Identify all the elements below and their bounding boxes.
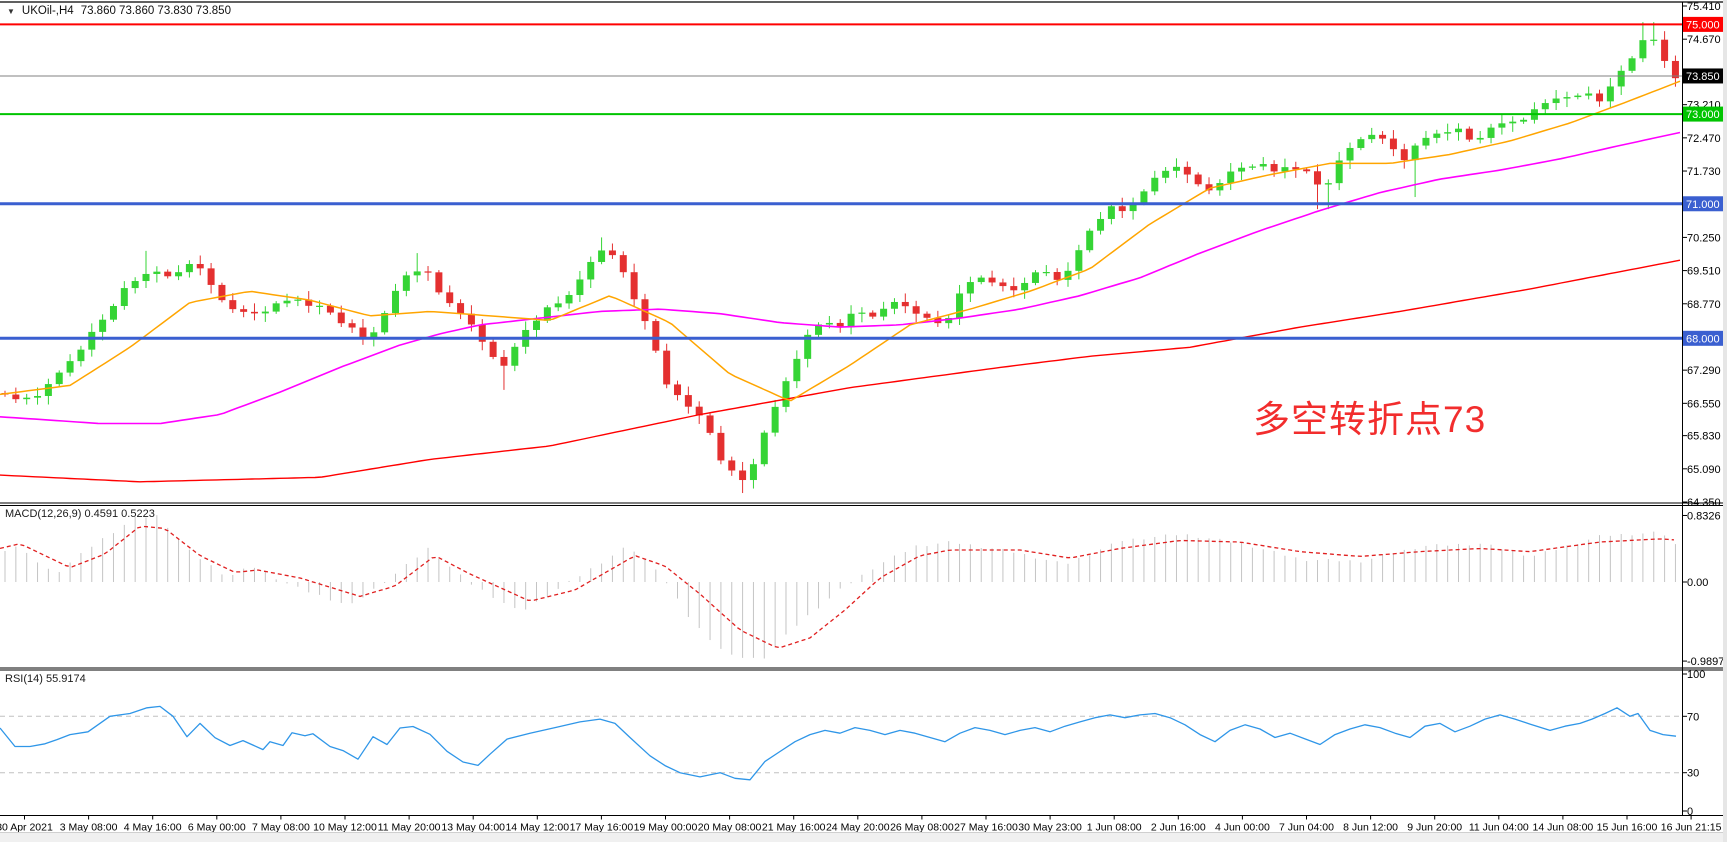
svg-text:6 May 00:00: 6 May 00:00 bbox=[188, 822, 246, 834]
macd-panel-plot[interactable]: 0.8326 0.00 -0.9897 bbox=[0, 510, 1724, 668]
symbol-ohlc-values: 73.860 73.860 73.830 73.850 bbox=[80, 5, 231, 17]
svg-text:1 Jun 08:00: 1 Jun 08:00 bbox=[1087, 822, 1142, 834]
svg-text:68.770: 68.770 bbox=[1687, 299, 1721, 311]
svg-text:71.730: 71.730 bbox=[1687, 166, 1721, 178]
svg-text:68.000: 68.000 bbox=[1686, 333, 1720, 345]
svg-text:7 May 08:00: 7 May 08:00 bbox=[252, 822, 310, 834]
svg-text:11 May 20:00: 11 May 20:00 bbox=[378, 822, 441, 834]
svg-text:0: 0 bbox=[1687, 806, 1693, 818]
svg-text:2 Jun 16:00: 2 Jun 16:00 bbox=[1151, 822, 1206, 834]
symbol-info-bar: ▼ UKOil-,H4 73.860 73.860 73.830 73.850 bbox=[7, 5, 231, 17]
svg-text:16 Jun 21:15: 16 Jun 21:15 bbox=[1661, 822, 1722, 834]
svg-text:26 May 08:00: 26 May 08:00 bbox=[890, 822, 954, 834]
svg-text:14 May 12:00: 14 May 12:00 bbox=[505, 822, 569, 834]
svg-text:30 Apr 2021: 30 Apr 2021 bbox=[0, 822, 53, 834]
price-axis[interactable]: 75.41074.67073.93073.21072.47071.73070.9… bbox=[1682, 1, 1727, 509]
svg-text:24 May 20:00: 24 May 20:00 bbox=[826, 822, 890, 834]
svg-text:75.410: 75.410 bbox=[1687, 1, 1721, 13]
svg-text:30: 30 bbox=[1687, 768, 1699, 780]
svg-text:69.510: 69.510 bbox=[1687, 266, 1721, 278]
svg-text:-0.9897: -0.9897 bbox=[1687, 656, 1724, 668]
svg-text:73.850: 73.850 bbox=[1686, 71, 1720, 83]
svg-text:11 Jun 04:00: 11 Jun 04:00 bbox=[1469, 822, 1529, 834]
svg-text:27 May 16:00: 27 May 16:00 bbox=[954, 822, 1018, 834]
svg-text:30 May 23:00: 30 May 23:00 bbox=[1018, 822, 1082, 834]
svg-text:7 Jun 04:00: 7 Jun 04:00 bbox=[1279, 822, 1334, 834]
svg-text:17 May 16:00: 17 May 16:00 bbox=[570, 822, 634, 834]
svg-text:66.550: 66.550 bbox=[1687, 398, 1721, 410]
svg-text:4 Jun 00:00: 4 Jun 00:00 bbox=[1215, 822, 1270, 834]
svg-text:70.250: 70.250 bbox=[1687, 232, 1721, 244]
svg-text:9 Jun 20:00: 9 Jun 20:00 bbox=[1407, 822, 1462, 834]
svg-text:73.000: 73.000 bbox=[1686, 109, 1720, 121]
rsi-panel-plot[interactable]: 100 70 30 0 bbox=[0, 669, 1705, 818]
symbol-name: UKOil-,H4 bbox=[21, 5, 74, 17]
svg-text:0.8326: 0.8326 bbox=[1687, 510, 1721, 522]
svg-text:67.290: 67.290 bbox=[1687, 365, 1721, 377]
svg-text:74.670: 74.670 bbox=[1687, 34, 1721, 46]
svg-text:21 May 16:00: 21 May 16:00 bbox=[762, 822, 826, 834]
symbol-dropdown-icon[interactable]: ▼ bbox=[7, 6, 15, 16]
svg-text:75.000: 75.000 bbox=[1686, 19, 1720, 31]
svg-text:8 Jun 12:00: 8 Jun 12:00 bbox=[1343, 822, 1398, 834]
svg-text:20 May 08:00: 20 May 08:00 bbox=[698, 822, 762, 834]
svg-text:13 May 04:00: 13 May 04:00 bbox=[441, 822, 505, 834]
svg-text:65.090: 65.090 bbox=[1687, 464, 1721, 476]
macd-indicator-label: MACD(12,26,9) 0.4591 0.5223 bbox=[5, 508, 155, 520]
svg-text:10 May 12:00: 10 May 12:00 bbox=[313, 822, 377, 834]
svg-text:3 May 08:00: 3 May 08:00 bbox=[60, 822, 118, 834]
svg-text:72.470: 72.470 bbox=[1687, 133, 1721, 145]
svg-text:15 Jun 16:00: 15 Jun 16:00 bbox=[1597, 822, 1658, 834]
svg-text:19 May 00:00: 19 May 00:00 bbox=[634, 822, 698, 834]
time-axis[interactable]: 30 Apr 2021 3 May 08:00 4 May 16:00 6 May 0… bbox=[0, 815, 1722, 834]
svg-text:70: 70 bbox=[1687, 711, 1699, 723]
svg-text:65.830: 65.830 bbox=[1687, 431, 1721, 443]
chart-annotation-text[interactable]: 多空转折点73 bbox=[1253, 399, 1487, 440]
main-chart-plot[interactable] bbox=[0, 2, 1682, 506]
svg-text:4 May 16:00: 4 May 16:00 bbox=[124, 822, 182, 834]
svg-text:14 Jun 08:00: 14 Jun 08:00 bbox=[1533, 822, 1594, 834]
svg-text:71.000: 71.000 bbox=[1686, 199, 1720, 211]
svg-text:0.00: 0.00 bbox=[1687, 577, 1708, 589]
svg-text:100: 100 bbox=[1687, 669, 1705, 681]
horizontal-level-lines bbox=[0, 23, 1682, 340]
rsi-indicator-label: RSI(14) 55.9174 bbox=[5, 673, 86, 685]
